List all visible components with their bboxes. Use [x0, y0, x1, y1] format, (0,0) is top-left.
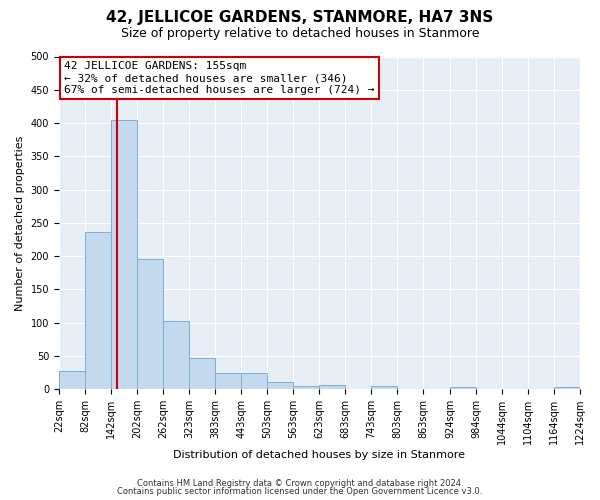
Bar: [111, 120, 137, 389]
X-axis label: Distribution of detached houses by size in Stanmore: Distribution of detached houses by size …: [173, 450, 466, 460]
Y-axis label: Number of detached properties: Number of detached properties: [15, 135, 25, 310]
Text: 42, JELLICOE GARDENS, STANMORE, HA7 3NS: 42, JELLICOE GARDENS, STANMORE, HA7 3NS: [106, 10, 494, 25]
Text: Contains public sector information licensed under the Open Government Licence v3: Contains public sector information licen…: [118, 487, 482, 496]
Text: 42 JELLICOE GARDENS: 155sqm
← 32% of detached houses are smaller (346)
67% of se: 42 JELLICOE GARDENS: 155sqm ← 32% of det…: [64, 62, 374, 94]
Bar: [319, 384, 346, 389]
Bar: [215, 372, 241, 389]
Bar: [163, 320, 190, 389]
Bar: [137, 260, 163, 389]
Bar: [293, 386, 319, 389]
Bar: [450, 387, 476, 389]
Bar: [190, 358, 215, 389]
Bar: [554, 387, 580, 389]
Bar: [371, 386, 397, 389]
Bar: [241, 372, 268, 389]
Bar: [268, 382, 293, 389]
Text: Size of property relative to detached houses in Stanmore: Size of property relative to detached ho…: [121, 28, 479, 40]
Bar: [85, 232, 111, 389]
Bar: [59, 372, 85, 389]
Text: Contains HM Land Registry data © Crown copyright and database right 2024.: Contains HM Land Registry data © Crown c…: [137, 478, 463, 488]
